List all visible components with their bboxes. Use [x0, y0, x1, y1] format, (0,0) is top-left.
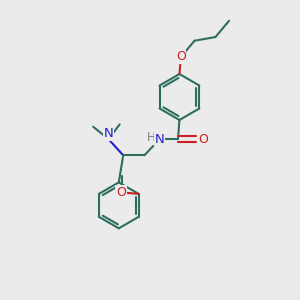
Text: N: N: [155, 133, 165, 146]
Text: O: O: [176, 50, 186, 64]
Text: N: N: [103, 127, 113, 140]
Text: H: H: [147, 131, 156, 144]
Text: O: O: [116, 186, 126, 199]
Text: O: O: [198, 133, 208, 146]
